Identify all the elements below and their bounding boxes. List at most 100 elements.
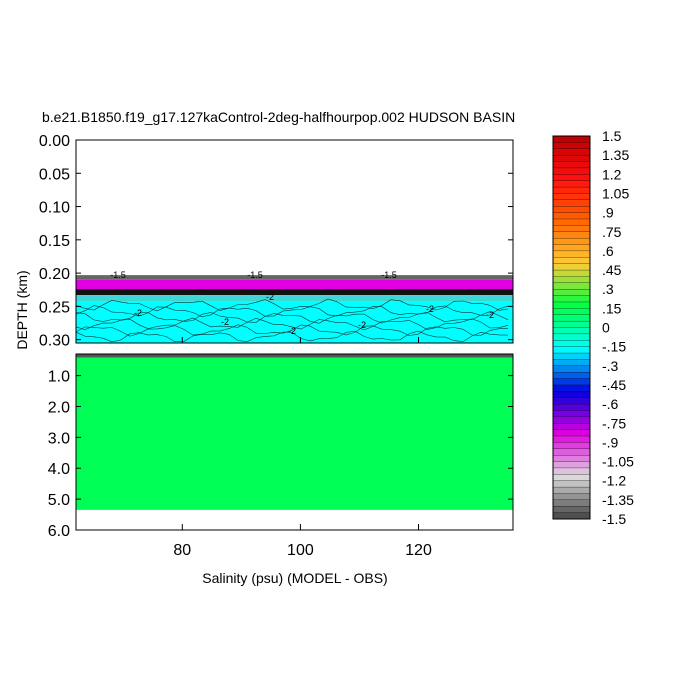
colorbar-label: -.75 [602, 415, 626, 431]
upper-depth-panel: -1.5 -1.5 -1.5 -2 -2 -2 -2 -2 -2 -2 0.00 0.05 0.10 0.… [39, 133, 514, 350]
colorbar-label: -.45 [602, 377, 626, 393]
colorbar-swatch [552, 486, 591, 494]
lower-y-tick-label: 4.0 [48, 461, 70, 478]
contour-label: -2 [221, 317, 229, 327]
colorbar-swatch [552, 289, 591, 297]
colorbar-swatch [552, 416, 591, 424]
colorbar-swatch [552, 161, 591, 169]
contour-label: -1.5 [247, 270, 263, 280]
colorbar-label: .6 [602, 243, 614, 259]
lower-y-tick-label: 5.0 [48, 492, 70, 509]
lower-y-tick-label: 3.0 [48, 430, 70, 447]
colorbar-swatch [552, 167, 591, 175]
lower-layer-0 [76, 354, 513, 358]
upper-contour-line-5 [75, 330, 509, 343]
colorbar-label: -1.05 [602, 454, 634, 470]
contour-label: -1.5 [381, 270, 397, 280]
colorbar-swatch [552, 154, 591, 162]
colorbar-label: -.6 [602, 396, 619, 412]
colorbar-swatch [552, 327, 591, 335]
upper-layer-2 [76, 279, 513, 290]
colorbar-swatch [552, 193, 591, 201]
colorbar-swatch [552, 365, 591, 373]
y-axis-label: DEPTH (km) [14, 270, 30, 349]
colorbar-swatch [552, 435, 591, 443]
colorbar-swatch [552, 448, 591, 456]
contour-label: -2 [134, 308, 142, 318]
colorbar-swatch [552, 384, 591, 392]
colorbar-swatch [552, 244, 591, 252]
colorbar-swatch [552, 282, 591, 290]
contour-label: -2 [358, 320, 366, 330]
colorbar-swatch [552, 493, 591, 501]
colorbar-swatch [552, 410, 591, 418]
colorbar-swatch [552, 269, 591, 277]
colorbar-swatch [552, 301, 591, 309]
lower-y-tick-label: 2.0 [48, 399, 70, 416]
upper-contour-line-0 [75, 298, 509, 312]
colorbar-label: -.9 [602, 434, 619, 450]
colorbar-label: -.3 [602, 358, 619, 374]
upper-y-tick-label: 0.25 [39, 299, 70, 316]
colorbar-swatch [552, 397, 591, 405]
colorbar-swatch [552, 461, 591, 469]
colorbar-swatch [552, 199, 591, 207]
x-tick-label: 80 [173, 542, 191, 559]
colorbar-swatch [552, 320, 591, 328]
x-axis: 80 100 120 [173, 337, 432, 559]
colorbar-swatch [552, 180, 591, 188]
colorbar-label: -1.2 [602, 473, 626, 489]
colorbar-swatch [552, 403, 591, 411]
colorbar-swatch [552, 237, 591, 245]
upper-layer-1 [76, 275, 513, 280]
colorbar-label: -.15 [602, 339, 626, 355]
colorbar: 1.5 1.35 1.2 1.05 .9 .75 .6 .45 .3 .15 0 -.15 -.3 -.4… [552, 128, 634, 527]
colorbar-swatch [552, 378, 591, 386]
colorbar-swatch [552, 263, 591, 271]
contour-label: -2 [288, 326, 296, 336]
upper-y-tick-label: 0.05 [39, 166, 70, 183]
lower-depth-panel: 1.0 2.0 3.0 4.0 5.0 6.0 [48, 353, 514, 540]
colorbar-swatch [552, 499, 591, 507]
colorbar-swatch [552, 174, 591, 182]
colorbar-swatch [552, 352, 591, 360]
colorbar-swatch [552, 391, 591, 399]
colorbar-swatch [552, 250, 591, 258]
colorbar-swatch [552, 135, 591, 143]
colorbar-swatch [552, 346, 591, 354]
colorbar-frame [552, 135, 591, 520]
colorbar-swatch [552, 225, 591, 233]
colorbar-swatch [552, 467, 591, 475]
colorbar-swatch [552, 314, 591, 322]
upper-y-tick-label: 0.00 [39, 133, 70, 150]
colorbar-label: 1.35 [602, 147, 629, 163]
colorbar-swatch [552, 212, 591, 220]
lower-y-tick-label: 6.0 [48, 523, 70, 540]
lower-y-tick-label: 1.0 [48, 369, 70, 386]
colorbar-swatch [552, 333, 591, 341]
contour-label: -1.5 [110, 270, 126, 280]
colorbar-swatch [552, 512, 591, 520]
colorbar-swatch [552, 474, 591, 482]
colorbar-label: 0 [602, 320, 610, 336]
contour-label: -2 [486, 310, 494, 320]
colorbar-swatch [552, 231, 591, 239]
upper-contour-line-3 [75, 317, 509, 331]
colorbar-label: 1.05 [602, 185, 629, 201]
upper-contour-line-4 [75, 324, 508, 337]
upper-y-tick-label: 0.30 [39, 333, 70, 350]
colorbar-swatch [552, 506, 591, 514]
colorbar-label: 1.2 [602, 166, 622, 182]
colorbar-swatch [552, 429, 591, 437]
upper-y-tick-label: 0.20 [39, 266, 70, 283]
colorbar-label: 1.5 [602, 128, 622, 144]
lower-panel-frame [75, 353, 514, 531]
colorbar-label: -1.5 [602, 511, 626, 527]
colorbar-swatch [552, 186, 591, 194]
colorbar-label: .45 [602, 262, 622, 278]
x-tick-label: 100 [287, 542, 314, 559]
lower-layer-1 [76, 357, 513, 510]
colorbar-swatch [552, 423, 591, 431]
colorbar-swatch [552, 372, 591, 380]
